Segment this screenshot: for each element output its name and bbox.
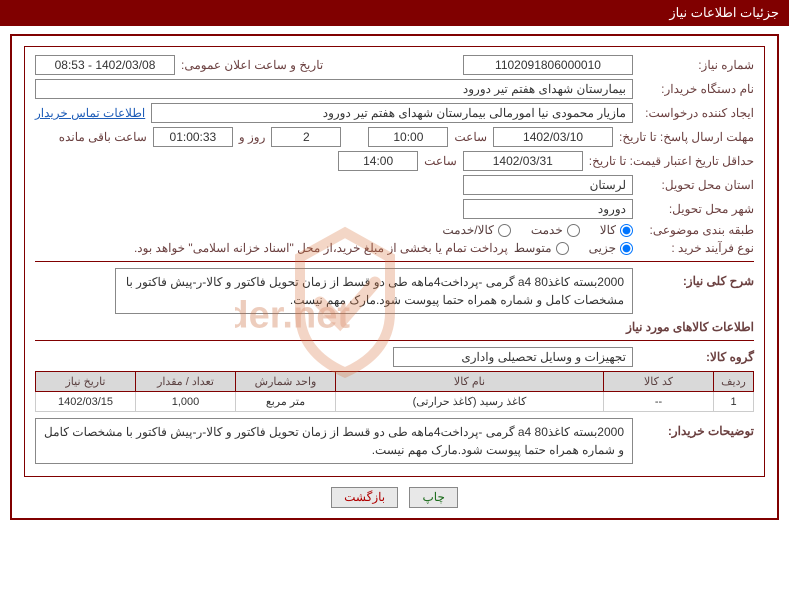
goods-info-label: اطلاعات کالاهای مورد نیاز [35,320,754,334]
print-button[interactable]: چاپ [409,487,457,508]
goods-table: ردیف کد کالا نام کالا واحد شمارش تعداد /… [35,371,754,412]
category-radios: کالا خدمت کالا/خدمت [442,223,633,237]
need-no-label: شماره نیاز: [639,58,754,72]
remaining-label: ساعت باقی مانده [59,130,147,144]
requester-field: مازیار محمودی نیا امورمالی بیمارستان شهد… [151,103,633,123]
radio-service[interactable]: خدمت [531,223,580,237]
radio-small[interactable]: جزیی [589,241,633,255]
cell-date: 1402/03/15 [36,392,136,412]
city-label: شهر محل تحویل: [639,202,754,216]
response-time-field: 10:00 [368,127,448,147]
countdown-field: 01:00:33 [153,127,233,147]
overall-label: شرح کلی نیاز: [639,268,754,288]
details-frame: شماره نیاز: 1102091806000010 تاریخ و ساع… [24,46,765,477]
province-field: لرستان [463,175,633,195]
th-name: نام کالا [336,372,604,392]
radio-goods[interactable]: کالا [600,223,633,237]
th-unit: واحد شمارش [236,372,336,392]
divider-1 [35,261,754,262]
purchase-type-label: نوع فرآیند خرید : [639,241,754,255]
announce-label: تاریخ و ساعت اعلان عمومی: [181,58,323,72]
table-header-row: ردیف کد کالا نام کالا واحد شمارش تعداد /… [36,372,754,392]
th-date: تاریخ نیاز [36,372,136,392]
table-row[interactable]: 1 -- کاغذ رسید (کاغذ حرارتی) متر مربع 1,… [36,392,754,412]
city-field: دورود [463,199,633,219]
radio-both-input[interactable] [498,224,511,237]
th-code: کد کالا [604,372,714,392]
radio-small-input[interactable] [620,242,633,255]
overall-desc: 2000بسته کاغذa4 80 گرمی -پرداخت4ماهه طی … [115,268,633,314]
price-time-field: 14:00 [338,151,418,171]
cell-qty: 1,000 [136,392,236,412]
response-deadline-label: مهلت ارسال پاسخ: تا تاریخ: [619,130,754,144]
radio-goods-input[interactable] [620,224,633,237]
panel-title: جزئیات اطلاعات نیاز [669,5,779,20]
purchase-type-radios: جزیی متوسط [514,241,633,255]
price-validity-label: حداقل تاریخ اعتبار قیمت: تا تاریخ: [589,154,754,168]
days-label: روز و [239,130,266,144]
cell-unit: متر مربع [236,392,336,412]
time-label-1: ساعت [454,130,487,144]
goods-group-label: گروه کالا: [639,350,754,364]
response-date-field: 1402/03/10 [493,127,613,147]
cell-name: کاغذ رسید (کاغذ حرارتی) [336,392,604,412]
divider-2 [35,340,754,341]
th-row: ردیف [714,372,754,392]
price-date-field: 1402/03/31 [463,151,583,171]
cell-idx: 1 [714,392,754,412]
radio-both[interactable]: کالا/خدمت [442,223,510,237]
radio-medium-input[interactable] [556,242,569,255]
buyer-notes: 2000بسته کاغذa4 80 گرمی -پرداخت4ماهه طی … [35,418,633,464]
requester-label: ایجاد کننده درخواست: [639,106,754,120]
radio-service-input[interactable] [567,224,580,237]
buyer-org-label: نام دستگاه خریدار: [639,82,754,96]
need-no-field: 1102091806000010 [463,55,633,75]
time-label-2: ساعت [424,154,457,168]
goods-group-field: تجهیزات و وسایل تحصیلی واداری [393,347,633,367]
days-field: 2 [271,127,341,147]
province-label: استان محل تحویل: [639,178,754,192]
category-label: طبقه بندی موضوعی: [639,223,754,237]
buyer-notes-label: توضیحات خریدار: [639,418,754,438]
buyer-org-field: بیمارستان شهدای هفتم تیر دورود [35,79,633,99]
back-button[interactable]: بازگشت [331,487,398,508]
main-frame: شماره نیاز: 1102091806000010 تاریخ و ساع… [10,34,779,520]
panel-header: جزئیات اطلاعات نیاز [0,0,789,26]
purchase-note: پرداخت تمام یا بخشی از مبلغ خرید،از محل … [134,241,508,255]
cell-code: -- [604,392,714,412]
announce-field: 1402/03/08 - 08:53 [35,55,175,75]
radio-medium[interactable]: متوسط [514,241,569,255]
contact-link[interactable]: اطلاعات تماس خریدار [35,106,145,120]
th-qty: تعداد / مقدار [136,372,236,392]
button-row: چاپ بازگشت [24,487,765,508]
